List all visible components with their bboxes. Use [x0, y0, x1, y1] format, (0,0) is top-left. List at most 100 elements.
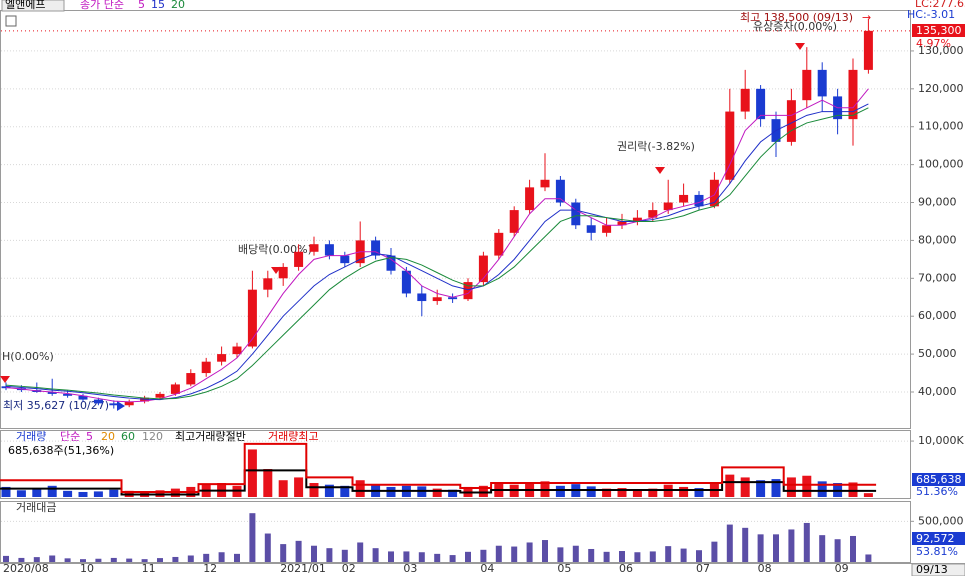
- legend-entry: 5: [138, 0, 145, 11]
- annotation: 유상증자(0.00%): [753, 20, 837, 33]
- candle-body: [217, 354, 227, 362]
- candle-body: [817, 69, 827, 97]
- volume-bar: [63, 490, 73, 497]
- value-bar: [280, 544, 287, 562]
- x-tick-label: 2020/08: [3, 562, 49, 575]
- candle-body: [679, 194, 689, 203]
- value-bar: [526, 542, 533, 562]
- legend-label: 종가 단순: [80, 0, 124, 11]
- volume-bar: [802, 475, 812, 497]
- volume-bar: [109, 489, 119, 497]
- candle-body: [463, 282, 473, 300]
- value-bar: [172, 556, 179, 562]
- annotation: 최고 138,500 (09/13): [740, 11, 853, 24]
- value-bar: [218, 552, 225, 562]
- value-bar: [157, 558, 163, 562]
- value-bar: [495, 545, 502, 562]
- current-date: 09/13: [916, 563, 948, 576]
- volume-ratio: 51.36%: [916, 485, 958, 498]
- volume-bar: [725, 474, 735, 497]
- value-bar: [819, 535, 826, 562]
- legend-entry: 5: [86, 430, 93, 443]
- volume-bar: [16, 490, 26, 497]
- y-tick-label: 50,000: [918, 347, 957, 360]
- volume-bar: [355, 480, 365, 497]
- y-tick-label: 40,000: [918, 385, 957, 398]
- annotation-arrow: →: [862, 11, 871, 24]
- grid-icon[interactable]: [5, 15, 17, 27]
- candle-body: [294, 251, 304, 267]
- x-tick-label: 10: [80, 562, 94, 575]
- candle-body: [494, 232, 504, 256]
- volume-summary: 685,638주(51,36%): [8, 444, 114, 457]
- candle-body: [324, 244, 334, 256]
- value-bar: [126, 558, 133, 562]
- x-tick-label: 2021/01: [280, 562, 326, 575]
- candle-body: [278, 266, 288, 279]
- legend-entry: 60: [121, 430, 135, 443]
- value-bar: [588, 548, 595, 562]
- value-bar: [649, 551, 656, 562]
- value-bar: [834, 539, 841, 562]
- value-bar: [619, 551, 625, 562]
- volume-bar: [432, 488, 442, 497]
- value-panel: [0, 501, 911, 563]
- y-tick-label: 80,000: [918, 233, 957, 246]
- legend-entry: 20: [101, 430, 115, 443]
- volume-bar: [448, 489, 458, 497]
- x-tick-label: 06: [619, 562, 633, 575]
- last-volume: 685,638: [916, 473, 962, 486]
- volume-bar: [386, 486, 396, 497]
- volume-bar: [863, 493, 873, 497]
- volume-bar: [263, 469, 273, 497]
- candle-body: [725, 111, 735, 180]
- value-bar: [865, 554, 872, 562]
- value-bar: [557, 547, 564, 562]
- last-value: 92,572: [916, 532, 955, 545]
- symbol-box[interactable]: [1, 0, 65, 12]
- value-bar: [234, 553, 240, 562]
- candle-body: [78, 395, 88, 400]
- candle-body: [47, 391, 57, 394]
- value-bar: [418, 552, 425, 562]
- volume-bar: [848, 482, 858, 497]
- value-bar: [603, 551, 610, 562]
- volume-bar: [247, 449, 257, 497]
- ma-line: [5, 88, 869, 403]
- y-tick-label: 130,000: [918, 44, 964, 57]
- legend-entry: 120: [142, 430, 163, 443]
- value-bar: [249, 513, 256, 562]
- value-bar: [434, 553, 441, 562]
- volume-bar: [586, 486, 596, 497]
- lc-label: LC:277.65: [915, 0, 965, 10]
- value-bar: [49, 555, 56, 562]
- candle-body: [786, 100, 796, 142]
- volume-bar: [340, 485, 350, 497]
- candle-body: [1, 386, 11, 389]
- annotation: H(0.00%): [2, 350, 54, 363]
- last-value-box: [912, 532, 965, 545]
- volume-bar: [32, 488, 42, 497]
- last-price-box: [912, 24, 965, 37]
- value-bar: [696, 550, 702, 562]
- value-bar: [80, 559, 86, 562]
- volume-bar: [756, 480, 766, 497]
- candle-body: [401, 270, 411, 294]
- value-bar: [95, 558, 102, 562]
- value-bar: [341, 549, 348, 562]
- annotation: 배당락(0.00%): [238, 243, 312, 256]
- candle-body: [648, 210, 658, 218]
- annotation-arrow: [655, 167, 665, 174]
- price-panel: [0, 10, 911, 429]
- legend-entry: 20: [171, 0, 185, 11]
- y-tick-label: 100,000: [918, 158, 964, 171]
- candle-body: [602, 225, 612, 233]
- value-bar: [203, 553, 210, 562]
- legend-entry: 15: [151, 0, 165, 11]
- candle-body: [694, 194, 704, 207]
- x-tick-label: 05: [557, 562, 571, 575]
- y-tick-label: 70,000: [918, 271, 957, 284]
- candle-body: [663, 202, 673, 211]
- value-bar: [264, 533, 271, 562]
- value-bar: [64, 558, 71, 562]
